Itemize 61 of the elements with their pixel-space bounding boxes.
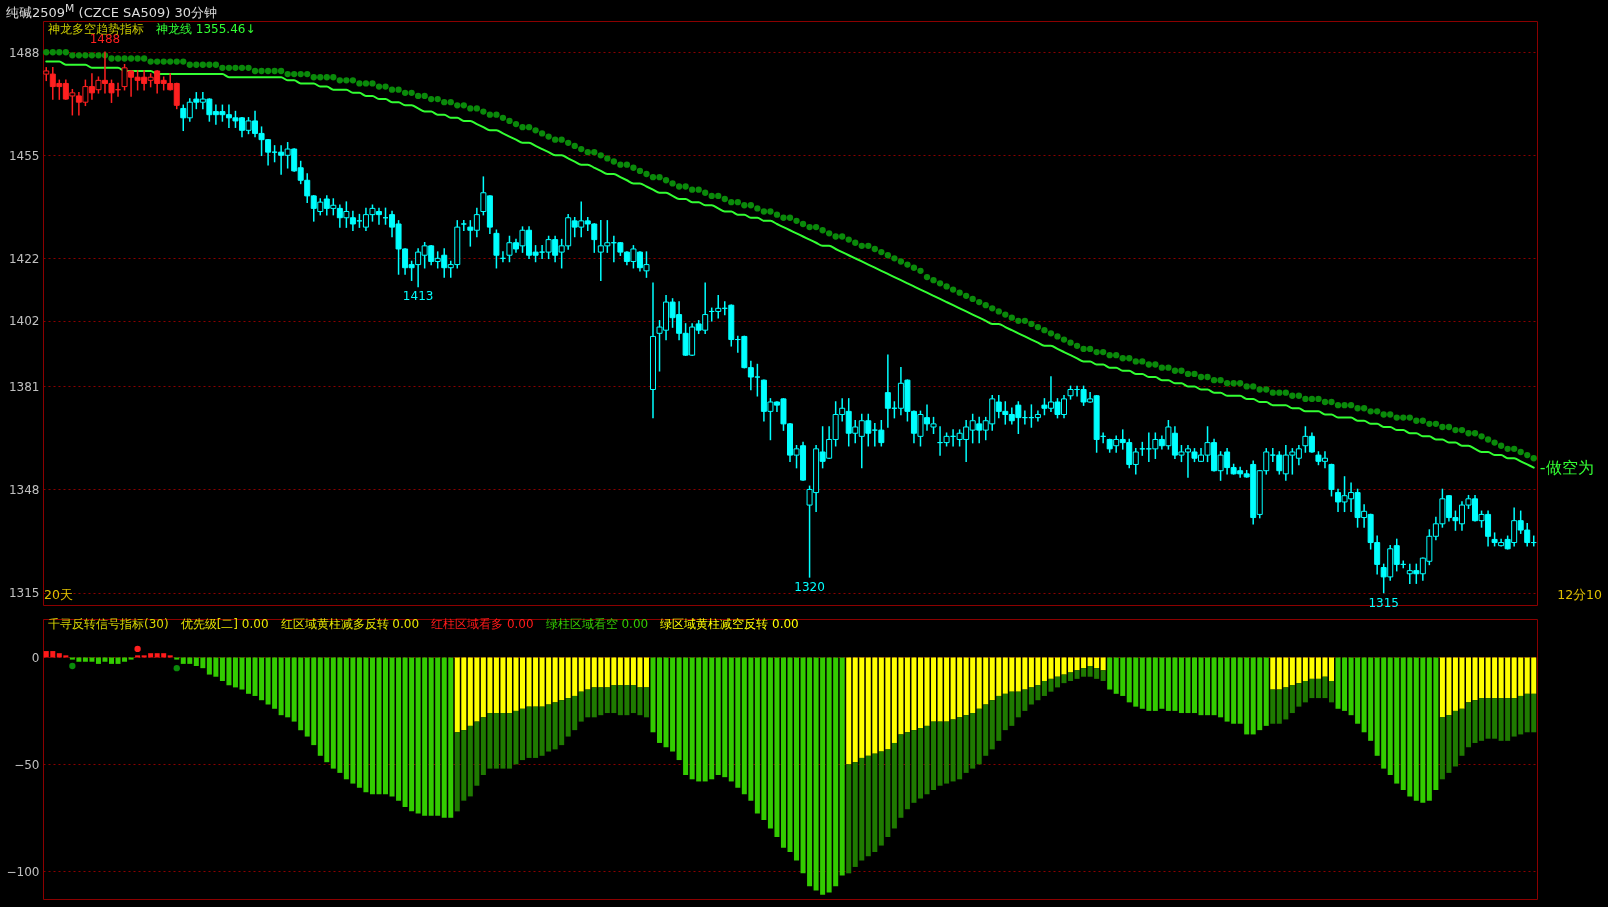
annotation: 1413 [402,289,434,304]
y-tick-label: −50 [14,757,40,772]
candlestick [460,220,467,231]
text: 绿区域黄柱减空反转 0.00 [660,617,799,631]
bar [846,657,852,765]
bar [1270,657,1276,690]
text: 红柱区域看多 0.00 [431,617,534,631]
annotation: 20天 [44,587,73,604]
y-tick-label: 1381 [8,379,40,394]
bar [383,657,389,795]
annotation: 红区域黄柱减多反转 0.00 [280,617,420,631]
bar [1328,680,1334,703]
bar [650,657,656,733]
bar [520,657,526,709]
text: 12分10 [1557,587,1602,604]
bar [1466,702,1471,748]
chart-title: 纯碱2509$^{M}$ (CZCE SA509) 30分钟 [6,2,217,23]
y-tick-label: 1348 [8,482,40,497]
y-tick-label: 1488 [8,45,40,60]
annotation: 1320 [794,579,825,594]
chart-title: 千寻反转信号指标(30) [48,617,169,631]
bar [657,657,663,743]
bar [1270,689,1276,724]
bar [167,655,173,658]
text: -做空为 [1539,457,1594,477]
y-tick-label: −100 [6,864,40,879]
annotation: 1315 [1368,595,1399,610]
bar [1054,657,1060,677]
point [69,662,76,670]
bar [174,657,180,660]
bar [128,657,134,660]
y-tick-label: 1315 [8,586,40,601]
bar [520,708,526,761]
bar [1191,657,1197,714]
bar [780,657,786,848]
bar [643,657,649,688]
y-tick-label: 0 [31,650,40,665]
annotation: 优先级[二] 0.00 [180,617,269,631]
bar [1107,657,1113,690]
y-tick-label: 1422 [8,251,40,266]
text: 神龙线 1355.46↓ [156,22,256,36]
bar [135,655,141,658]
bar [1100,670,1106,681]
point [134,645,141,653]
bar [917,728,923,799]
candlestick [493,229,500,269]
bar [246,657,252,694]
bar [109,657,114,664]
bar [1263,657,1269,726]
bar [846,764,852,874]
y-tick-label: 1402 [8,314,40,329]
point [173,665,180,672]
text: 绿柱区域看空 0.00 [545,617,649,631]
bar [839,657,845,876]
y-tick-label: 1455 [8,148,40,163]
bar [917,657,923,729]
bar [643,687,649,718]
bar [1328,657,1334,681]
bar [1100,657,1106,671]
bar [1054,676,1060,688]
bar [1466,657,1471,703]
